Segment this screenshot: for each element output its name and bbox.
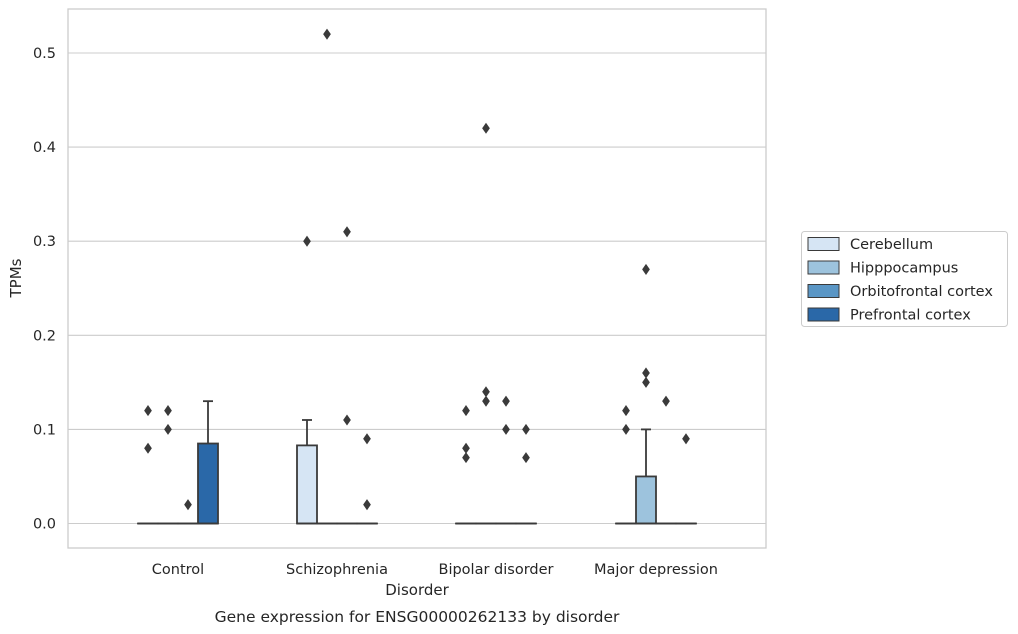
outlier-point — [502, 395, 510, 407]
box-hipppocampus-1 — [316, 28, 338, 525]
y-axis-ticks: 0.0 0.1 0.2 0.3 0.4 0.5 — [33, 46, 56, 533]
outlier-point — [363, 499, 371, 511]
outlier-point — [642, 367, 650, 379]
box-prefrontal-cortex-3 — [675, 433, 697, 525]
box-cerebellum-2 — [455, 405, 477, 525]
x-axis-label: Disorder — [385, 581, 449, 599]
chart-caption: Gene expression for ENSG00000262133 by d… — [215, 608, 620, 626]
box-body — [635, 475, 657, 525]
outlier-point — [522, 452, 530, 464]
outlier-point — [164, 423, 172, 435]
outlier-point — [482, 395, 490, 407]
outlier-point — [462, 452, 470, 464]
box-orbitofrontal-cortex-0 — [177, 499, 199, 525]
legend-label: Prefrontal cortex — [850, 308, 971, 324]
box-hipppocampus-0 — [157, 405, 179, 525]
plot-frame — [67, 8, 767, 549]
outlier-point — [144, 442, 152, 454]
outlier-point — [642, 376, 650, 388]
box-cerebellum-3 — [615, 405, 637, 525]
outlier-point — [482, 122, 490, 134]
box-plot-area — [137, 28, 697, 525]
box-orbitofrontal-cortex-3 — [655, 395, 677, 525]
outlier-point — [462, 405, 470, 417]
outlier-point — [144, 405, 152, 417]
box-prefrontal-cortex-2 — [515, 423, 537, 525]
outlier-point — [343, 414, 351, 426]
y-axis-label: TPMs — [7, 258, 25, 298]
legend-label: Cerebellum — [850, 237, 933, 253]
legend-item: Orbitofrontal cortex — [807, 284, 993, 300]
box-hipppocampus-3 — [635, 263, 657, 525]
legend-swatch — [807, 284, 840, 298]
legend-item: Cerebellum — [807, 237, 933, 253]
legend-frame — [801, 231, 1008, 327]
box-prefrontal-cortex-1 — [356, 433, 378, 525]
outlier-point — [502, 423, 510, 435]
box-cerebellum-0 — [137, 405, 159, 525]
outlier-point — [522, 423, 530, 435]
y-tick-label: 0.0 — [33, 517, 56, 533]
legend-item: Prefrontal cortex — [807, 307, 971, 324]
x-tick-label: Bipolar disorder — [439, 562, 554, 578]
legend-swatch — [807, 260, 840, 275]
box-cerebellum-1 — [296, 235, 318, 525]
outlier-point — [482, 386, 490, 398]
x-axis-ticks: Control Schizophrenia Bipolar disorder Majo… — [152, 562, 718, 578]
box-body — [197, 442, 219, 525]
x-tick-label: Control — [152, 562, 204, 578]
outlier-point — [184, 499, 192, 511]
y-tick-label: 0.5 — [33, 46, 56, 62]
outlier-point — [462, 442, 470, 454]
legend-item: Hipppocampus — [807, 260, 958, 277]
outlier-point — [622, 423, 630, 435]
legend-label: Orbitofrontal cortex — [850, 284, 993, 300]
legend-swatch — [807, 307, 840, 322]
legend: Cerebellum Hipppocampus Orbitofrontal cort… — [801, 231, 1008, 327]
y-tick-label: 0.2 — [33, 328, 56, 344]
box-prefrontal-cortex-0 — [197, 400, 219, 525]
outlier-point — [303, 235, 311, 247]
outlier-point — [642, 263, 650, 275]
box-orbitofrontal-cortex-2 — [495, 395, 517, 525]
outlier-point — [164, 405, 172, 417]
legend-swatch — [807, 237, 840, 251]
outlier-point — [343, 226, 351, 238]
x-tick-label: Major depression — [594, 562, 718, 578]
box-hipppocampus-2 — [475, 122, 497, 525]
box-orbitofrontal-cortex-1 — [336, 226, 358, 525]
y-tick-label: 0.1 — [33, 422, 56, 438]
legend-label: Hipppocampus — [850, 261, 958, 277]
outlier-point — [363, 433, 371, 445]
box-body — [296, 444, 318, 525]
y-tick-label: 0.4 — [33, 140, 56, 156]
gridlines — [68, 52, 766, 525]
y-tick-label: 0.3 — [33, 234, 56, 250]
x-tick-label: Schizophrenia — [286, 562, 388, 578]
outlier-point — [662, 395, 670, 407]
outlier-point — [622, 405, 630, 417]
outlier-point — [682, 433, 690, 445]
outlier-point — [323, 28, 331, 40]
